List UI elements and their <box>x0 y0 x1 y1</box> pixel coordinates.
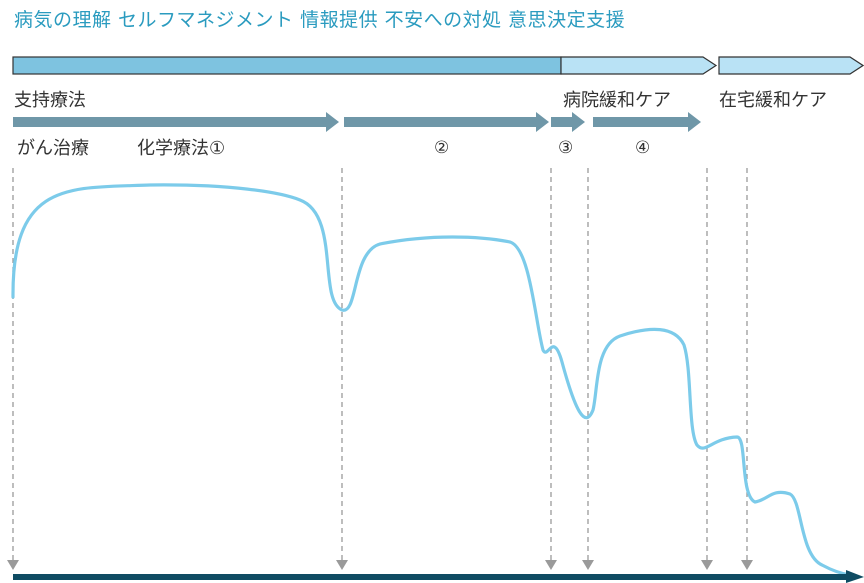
triangle-down-icon <box>741 560 753 570</box>
triangle-down-icon <box>336 560 348 570</box>
triangle-down-icon <box>545 560 557 570</box>
triangle-down-icon <box>582 560 594 570</box>
supportive-care-label: 支持療法 <box>14 90 86 111</box>
chemotherapy-1-label: 化学療法① <box>137 138 226 159</box>
cancer-treatment-label: がん治療 <box>17 138 89 159</box>
support-topics-title: 病気の理解 セルフマネジメント 情報提供 不安への対処 意思決定支援 <box>14 9 626 31</box>
treatment-arrow-2 <box>344 112 549 132</box>
arrow-right-icon <box>846 570 864 583</box>
treatment-arrow-1 <box>13 112 339 132</box>
hospital-palliative-band-arrow <box>560 56 718 75</box>
chemotherapy-4-label: ④ <box>635 138 651 158</box>
chemotherapy-2-label: ② <box>434 138 450 158</box>
treatment-arrow-4 <box>593 112 701 132</box>
home-palliative-label: 在宅緩和ケア <box>719 90 827 111</box>
triangle-down-icon <box>701 560 713 570</box>
hospital-palliative-label: 病院緩和ケア <box>563 90 671 111</box>
triangle-down-icon <box>7 560 19 570</box>
treatment-arrow-3 <box>551 112 585 132</box>
home-palliative-band-arrow <box>718 56 864 75</box>
chemotherapy-3-label: ③ <box>558 138 574 158</box>
wellbeing-curve <box>11 183 852 577</box>
supportive-care-band <box>12 56 562 75</box>
time-axis-bar <box>13 574 850 580</box>
